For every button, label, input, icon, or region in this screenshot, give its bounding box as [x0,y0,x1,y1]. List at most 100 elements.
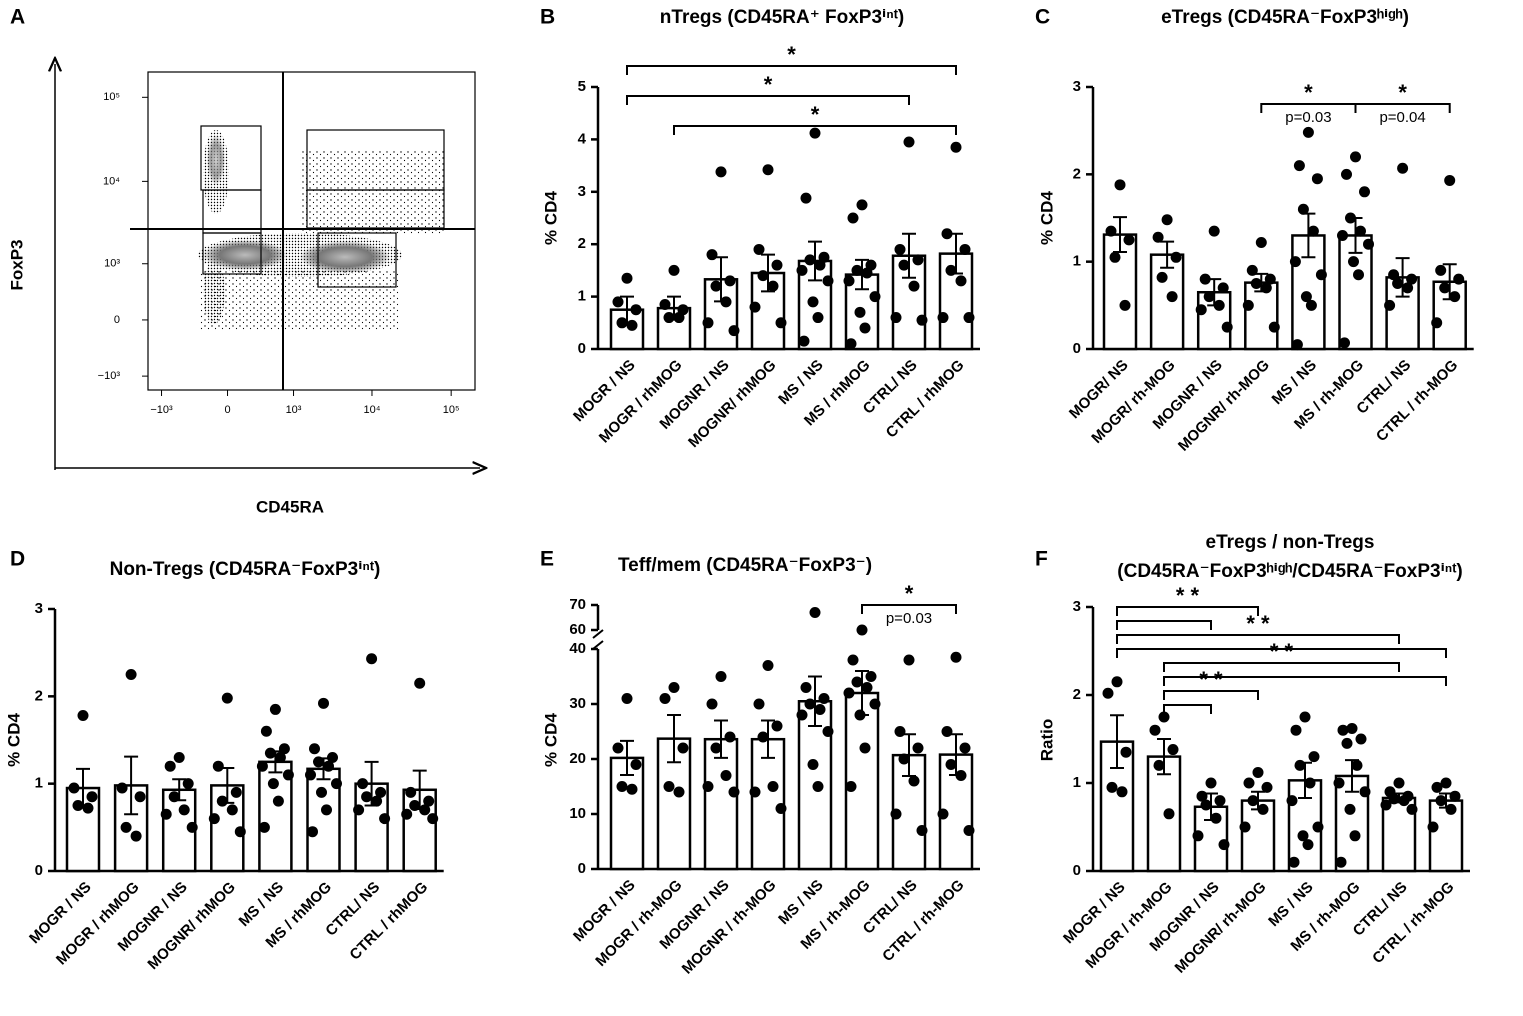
data-point [800,192,812,204]
data-point [1149,724,1161,736]
data-point [775,803,787,814]
x-tick-label: MOGNR/ rh-MOG [1172,879,1270,977]
data-point [212,760,224,772]
data-point [1351,759,1363,771]
data-point [1439,282,1451,294]
data-point [818,693,830,704]
density-core [300,241,390,273]
data-point [843,687,855,699]
error-bar [902,232,916,279]
data-point [1346,722,1358,734]
data-point [1261,781,1273,793]
panel-letter: C [1035,6,1050,29]
x-tick-label: MOGR / rhMOG [53,879,143,969]
data-point [1239,821,1251,833]
data-point [626,319,638,331]
data-point [226,804,238,816]
data-point [804,698,816,710]
data-point [724,731,736,743]
data-point [673,786,685,798]
y-tick-label: 1 [578,288,586,305]
data-point [1431,317,1443,329]
significance-bracket [1163,690,1259,700]
x-axis-label: CD45RA [256,497,324,516]
y-tick-label: 10 [569,805,586,822]
data-point [856,199,868,211]
data-point [869,698,881,710]
data-point [1119,299,1131,311]
bar [844,691,880,871]
data-point [1250,278,1262,289]
data-point [865,671,877,682]
data-point [1339,337,1350,349]
y-tick-label: 3 [1073,78,1081,95]
x-tick-label: MOGNR/ rhMOG [685,357,780,452]
data-point [908,280,920,292]
data-point [1311,173,1323,185]
data-point [1246,264,1258,276]
data-point [1297,203,1309,215]
data-point [814,259,826,271]
error-bar [620,739,634,776]
y-tick-label: 40 [569,640,586,657]
data-point [753,243,765,255]
data-point [405,786,417,798]
data-point [1304,777,1316,789]
data-point [757,270,769,282]
data-point [1264,273,1276,285]
data-point [753,698,765,710]
chart-title: eTregs / non-Tregs [1206,532,1375,553]
data-point [912,254,924,266]
data-point [937,312,949,324]
data-point [812,312,824,324]
data-point [1288,856,1300,868]
data-point [706,249,718,261]
data-point [851,676,863,688]
data-point [890,312,902,324]
y-tick-label: 1 [1073,774,1081,791]
gate [317,232,397,288]
bar [1244,281,1279,351]
data-point [955,770,967,781]
data-point [1257,803,1269,815]
data-point [1205,777,1217,789]
significance-bracket [1116,620,1212,630]
y-tick-label: 60 [569,621,586,638]
significance-bracket [626,95,910,105]
error-bar [714,719,728,759]
data-point [366,653,378,665]
density-area [203,260,225,324]
data-point [82,802,94,814]
data-point [710,280,722,292]
data-point [1384,299,1396,311]
data-point [673,312,685,324]
significance-label: * [787,42,796,67]
data-point [941,726,953,737]
data-point [1355,733,1367,745]
density-area [200,270,400,330]
data-point [1444,174,1456,186]
data-point [959,243,971,255]
data-point [1435,795,1447,807]
data-point [890,808,902,820]
data-point [869,291,881,303]
data-point [1109,251,1121,263]
data-point [612,296,624,308]
data-point [1255,236,1267,248]
data-point [668,682,680,693]
y-tick-label: 3 [35,600,43,617]
data-point [845,781,857,792]
flow-plot-drawing [55,64,480,470]
data-point [1163,808,1175,820]
bar [161,788,197,873]
data-point [621,693,633,704]
data-point [1449,291,1461,303]
data-point [1214,795,1226,807]
data-point [1111,676,1123,688]
p-value: p=0.03 [886,610,932,627]
panel-letter: E [540,548,554,571]
data-point [256,760,268,772]
significance-bracket [626,65,957,75]
data-point [854,709,866,721]
data-point [258,821,270,833]
